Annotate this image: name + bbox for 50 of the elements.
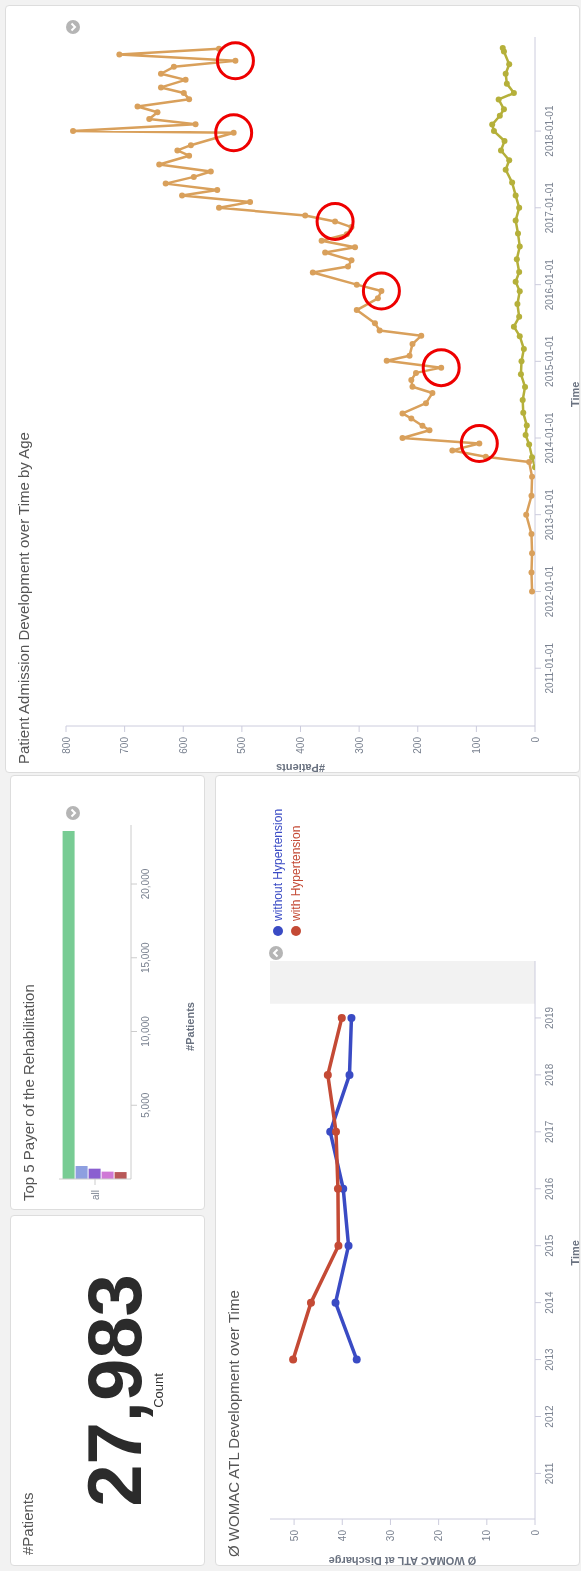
- y-tick-label: 2012-01-01: [544, 565, 556, 618]
- x-tick-label: 500: [236, 736, 248, 754]
- y-axis-title: #Patients: [183, 1002, 196, 1051]
- text: Ø WOMAC ATL Development over Time: [224, 1290, 243, 1557]
- text: Top 5 Payer of the Rehabilitation: [19, 984, 38, 1201]
- x-tick-label: 100: [470, 736, 482, 754]
- y-tick-label: 2018-01-01: [544, 105, 556, 157]
- y-tick-label: 2016-01-01: [544, 258, 556, 311]
- y-tick-label: 2014-01-01: [544, 411, 556, 464]
- y-tick-label: 2016: [544, 1177, 556, 1200]
- x-tick-label: 400: [295, 736, 306, 754]
- x-tick-label: 30: [384, 1529, 396, 1542]
- y-axis-title: Time: [568, 381, 581, 407]
- y-tick-label: 15,000: [140, 942, 152, 974]
- text: without Hypertension: [271, 808, 285, 922]
- x-axis-title: #Patients: [276, 762, 325, 774]
- x-tick-label: 600: [177, 736, 189, 754]
- x-tick-label: 800: [60, 736, 72, 754]
- y-tick-label: 2015: [544, 1234, 556, 1257]
- x-tick-label: 20: [433, 1529, 445, 1542]
- bar: [75, 1166, 88, 1179]
- text: #Patients: [19, 1492, 36, 1555]
- y-tick-label: 2017-01-01: [544, 181, 556, 234]
- y-axis-title: Time: [568, 1240, 581, 1266]
- y-tick-label: 20,000: [140, 868, 152, 900]
- y-tick-label: 2011: [544, 1462, 556, 1485]
- x-tick-label: 0: [529, 1529, 541, 1536]
- x-tick-label: all: [89, 1190, 101, 1201]
- text: with Hypertension: [289, 825, 303, 922]
- y-tick-label: 2011-01-01: [544, 642, 556, 694]
- y-tick-label: 2014: [544, 1291, 556, 1314]
- y-tick-label: 2012: [544, 1404, 556, 1428]
- y-tick-label: 2013-01-01: [544, 488, 556, 541]
- x-tick-label: 300: [353, 736, 365, 754]
- x-tick-label: 700: [119, 736, 131, 754]
- x-tick-label: 50: [288, 1529, 300, 1542]
- y-tick-label: 2019: [544, 1006, 556, 1030]
- x-tick-label: 10: [481, 1529, 493, 1542]
- x-axis-title: Ø WOMAC ATL at Discharge: [328, 1555, 477, 1567]
- text: Patient Admission Development over Time by Age: [14, 432, 33, 764]
- y-tick-label: 2015-01-01: [544, 335, 556, 387]
- x-tick-label: 0: [529, 736, 541, 743]
- bar: [62, 830, 75, 1179]
- y-tick-label: 10,000: [140, 1015, 152, 1047]
- x-tick-label: 40: [336, 1529, 348, 1542]
- y-tick-label: 2017: [544, 1120, 556, 1143]
- y-tick-label: 5,000: [140, 1092, 152, 1118]
- y-tick-label: 2018: [544, 1063, 556, 1086]
- x-tick-label: 200: [412, 736, 424, 754]
- y-tick-label: 2013: [544, 1348, 556, 1371]
